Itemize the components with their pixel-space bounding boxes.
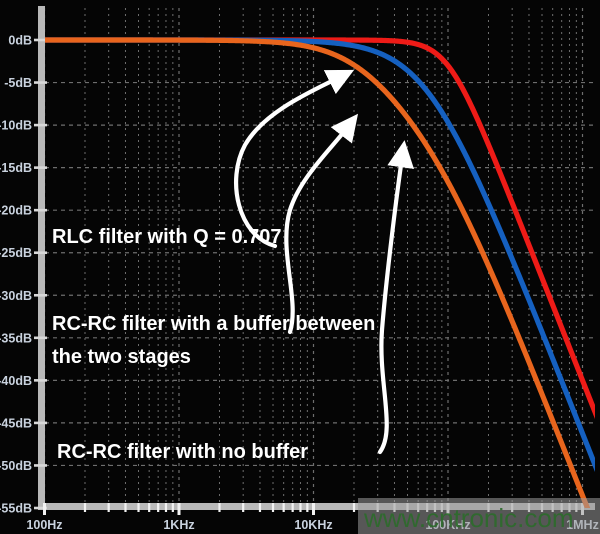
arrow-to-buffer-curve bbox=[284, 113, 359, 335]
y-tick-label: -45dB bbox=[0, 416, 32, 430]
x-tick-label: 1KHz bbox=[163, 518, 194, 532]
series-line-rc-rc-unbuffered bbox=[45, 37, 591, 508]
y-tick-label: -15dB bbox=[0, 161, 32, 175]
chart-annotations: RLC filter with Q = 0.707 RC-RC filter wi… bbox=[52, 226, 375, 463]
annot-rlc: RLC filter with Q = 0.707 bbox=[52, 226, 282, 248]
y-axis-bar bbox=[38, 6, 45, 510]
y-tick-label: -25dB bbox=[0, 246, 32, 260]
x-tick-label: 10KHz bbox=[294, 518, 332, 532]
plot-background bbox=[45, 8, 595, 508]
x-axis-bar bbox=[38, 503, 595, 510]
y-tick-label: -40dB bbox=[0, 374, 32, 388]
data-series-group bbox=[45, 37, 595, 508]
arrow-to-rlc-curve bbox=[234, 69, 355, 249]
annot-buffer-line1: RC-RC filter with a buffer between bbox=[52, 313, 375, 335]
arrow-to-nobuffer-curve bbox=[377, 140, 414, 455]
y-tick-label: -30dB bbox=[0, 289, 32, 303]
y-tick-label: -20dB bbox=[0, 204, 32, 218]
annot-buffer-line2: the two stages bbox=[52, 346, 191, 368]
annot-nobuffer: RC-RC filter with no buffer bbox=[57, 441, 308, 463]
watermark-text: www.cntronic.com bbox=[363, 503, 574, 533]
y-tick-label: -50dB bbox=[0, 459, 32, 473]
y-tick-label: -55dB bbox=[0, 502, 32, 516]
x-tick-label: 100Hz bbox=[26, 518, 62, 532]
y-tick-label: 0dB bbox=[8, 34, 32, 48]
annotation-arrows bbox=[234, 69, 414, 455]
y-axis-tick-labels: 0dB -5dB -10dB -15dB -20dB -25dB -30dB -35dB -40… bbox=[0, 34, 32, 516]
y-tick-label: -10dB bbox=[0, 119, 32, 133]
y-tick-label: -35dB bbox=[0, 331, 32, 345]
watermark-band bbox=[358, 498, 600, 534]
y-tick-label: -5dB bbox=[4, 76, 32, 90]
y-axis-ticks bbox=[34, 38, 47, 510]
